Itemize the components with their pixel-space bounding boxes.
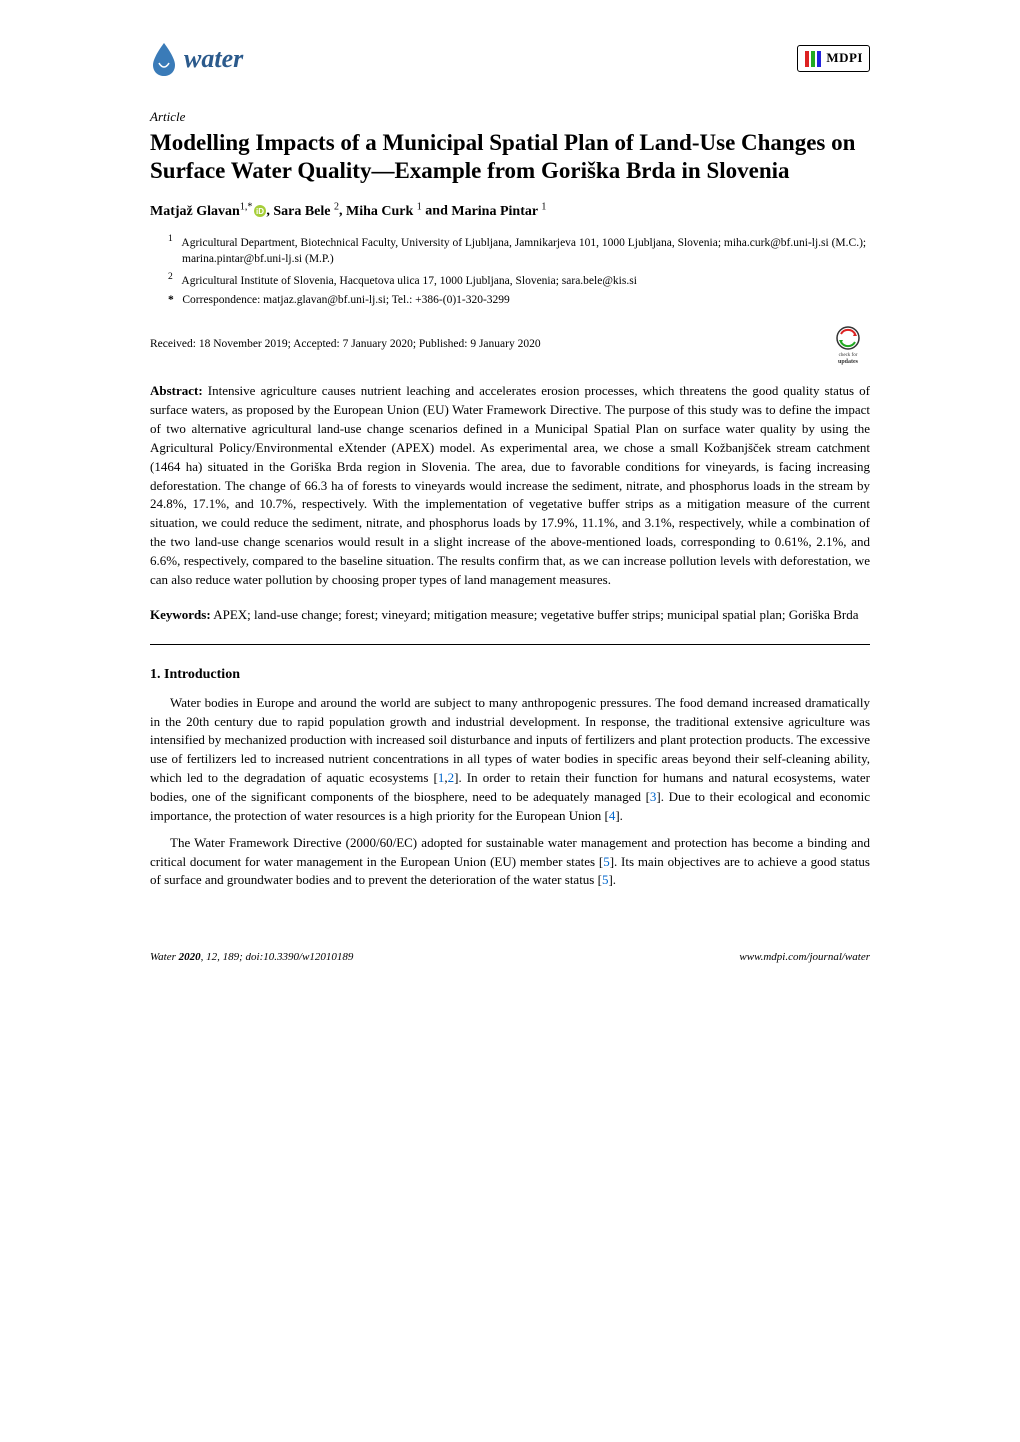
intro-paragraph-1: Water bodies in Europe and around the wo… [150,694,870,826]
author-3: Miha Curk 1 [346,204,422,219]
ref-2[interactable]: 2 [448,770,455,785]
abstract-text: Intensive agriculture causes nutrient le… [150,383,870,586]
correspondence: * Correspondence: matjaz.glavan@bf.uni-l… [168,292,870,309]
section-1-heading: 1. Introduction [150,665,870,685]
water-drop-icon [150,41,178,77]
svg-text:check for: check for [839,353,858,358]
footer-citation: Water 2020, 12, 189; doi:10.3390/w120101… [150,950,353,966]
abstract-label: Abstract: [150,383,203,398]
ref-5b[interactable]: 5 [602,872,609,887]
keywords-label: Keywords: [150,607,211,622]
keywords-block: Keywords: APEX; land-use change; forest;… [150,606,870,625]
publisher-logo: MDPI [797,45,870,72]
affiliation-2: 2 Agricultural Institute of Slovenia, Ha… [168,270,870,290]
author-4: Marina Pintar 1 [451,204,546,219]
author-1: Matjaž Glavan1,*iD [150,204,266,219]
journal-name: water [184,40,243,78]
affiliation-1: 1 Agricultural Department, Biotechnical … [168,232,870,268]
footer-url[interactable]: www.mdpi.com/journal/water [739,950,870,966]
article-title: Modelling Impacts of a Municipal Spatial… [150,129,870,187]
intro-paragraph-2: The Water Framework Directive (2000/60/E… [150,834,870,891]
svg-text:iD: iD [256,207,264,216]
dates-row: Received: 18 November 2019; Accepted: 7 … [150,322,870,366]
orcid-icon: iD [254,205,266,217]
publication-dates: Received: 18 November 2019; Accepted: 7 … [150,336,541,353]
article-type-label: Article [150,108,870,127]
abstract-block: Abstract: Intensive agriculture causes n… [150,382,870,589]
journal-logo: water [150,40,243,78]
ref-5a[interactable]: 5 [603,854,610,869]
separator [150,644,870,645]
author-2: Sara Bele 2 [273,204,339,219]
ref-4[interactable]: 4 [609,808,616,823]
authors-line: Matjaž Glavan1,*iD, Sara Bele 2, Miha Cu… [150,200,870,222]
keywords-text: APEX; land-use change; forest; vineyard;… [213,607,858,622]
page-footer: Water 2020, 12, 189; doi:10.3390/w120101… [150,950,870,966]
header-row: water MDPI [150,40,870,78]
ref-1[interactable]: 1 [438,770,445,785]
mdpi-icon [804,50,822,68]
check-updates-icon[interactable]: check for updates [826,322,870,366]
svg-text:updates: updates [838,359,859,365]
affiliations: 1 Agricultural Department, Biotechnical … [168,232,870,308]
ref-3[interactable]: 3 [650,789,657,804]
publisher-name: MDPI [826,49,863,68]
